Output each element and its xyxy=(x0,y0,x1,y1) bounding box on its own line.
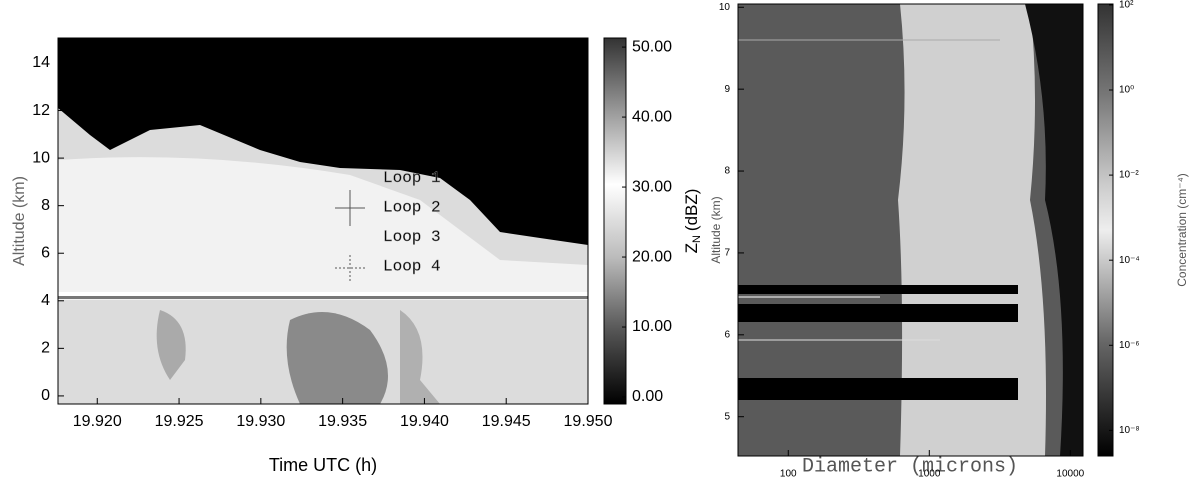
colorbar-label: Z xyxy=(682,243,701,253)
loop-markers xyxy=(335,190,365,282)
colorbar-label-sub: N xyxy=(691,235,703,243)
plot-frame xyxy=(737,3,1084,457)
y-tick-label: 10 xyxy=(32,149,50,166)
colorbar-tick-label: 30.00 xyxy=(632,178,672,195)
x-tick-label: 19.945 xyxy=(482,413,531,430)
colorbar-tick-label: 10.00 xyxy=(632,318,672,335)
x-tick-label: 19.950 xyxy=(564,413,613,430)
y-tick-label: 7 xyxy=(724,248,730,259)
colorbar-label-unit: (dBZ) xyxy=(682,189,701,232)
y-tick-label: 2 xyxy=(41,340,50,357)
y-axis-label: Altitude (km) xyxy=(709,196,723,263)
colorbar xyxy=(1097,3,1114,457)
y-axis-label: Altitude (km) xyxy=(11,176,28,266)
annotation: Loop 2 xyxy=(383,199,441,217)
y-tick-label: 9 xyxy=(724,84,730,95)
annotation: Loop 1 xyxy=(383,169,441,187)
colorbar-tick-label: 0.00 xyxy=(632,388,663,405)
annotation: Loop 3 xyxy=(383,228,441,246)
y-tick-label: 6 xyxy=(41,244,50,261)
colorbar xyxy=(603,37,627,405)
heatmap-left xyxy=(58,38,588,404)
y-tick-label: 14 xyxy=(32,54,50,71)
y-tick-label: 5 xyxy=(724,411,730,422)
colorbar-label: ZN (dBZ) xyxy=(682,189,702,254)
x-tick-label: 19.920 xyxy=(73,413,122,430)
heatmap-right xyxy=(738,4,1083,456)
colorbar-label: Concentration (cm⁻⁴) xyxy=(1175,173,1189,287)
y-tick-label: 10 xyxy=(719,2,731,13)
y-tick-label: 12 xyxy=(32,102,50,119)
x-tick-label: 19.935 xyxy=(318,413,367,430)
x-tick-label: 10000 xyxy=(1056,469,1084,480)
colorbar-tick-label: 40.00 xyxy=(632,108,672,125)
y-tick-label: 8 xyxy=(724,166,730,177)
x-tick-label: 100 xyxy=(780,469,797,480)
plot-frame xyxy=(57,37,589,405)
colorbar-tick-label: 50.00 xyxy=(632,38,672,55)
x-axis-label: Diameter (microns) xyxy=(802,455,1018,478)
colorbar-tick-label: 10⁻⁶ xyxy=(1119,340,1140,351)
x-tick-label: 19.925 xyxy=(155,413,204,430)
colorbar-tick-label: 10² xyxy=(1119,0,1134,11)
colorbar-tick-label: 10⁰ xyxy=(1119,85,1134,96)
x-tick-label: 19.940 xyxy=(400,413,449,430)
colorbar-tick-label: 10⁻⁸ xyxy=(1119,425,1140,436)
y-tick-label: 4 xyxy=(41,292,50,309)
x-axis-label: Time UTC (h) xyxy=(269,455,377,475)
x-tick-label: 1000 xyxy=(918,469,941,480)
colorbar-tick-label: 20.00 xyxy=(632,248,672,265)
colorbar-tick-label: 10⁻⁴ xyxy=(1119,255,1140,266)
annotation: Loop 4 xyxy=(383,258,441,276)
colorbar-tick-label: 10⁻² xyxy=(1119,170,1139,181)
y-tick-label: 0 xyxy=(41,387,50,404)
y-tick-label: 6 xyxy=(724,329,730,340)
y-tick-label: 8 xyxy=(41,197,50,214)
x-tick-label: 19.930 xyxy=(236,413,285,430)
